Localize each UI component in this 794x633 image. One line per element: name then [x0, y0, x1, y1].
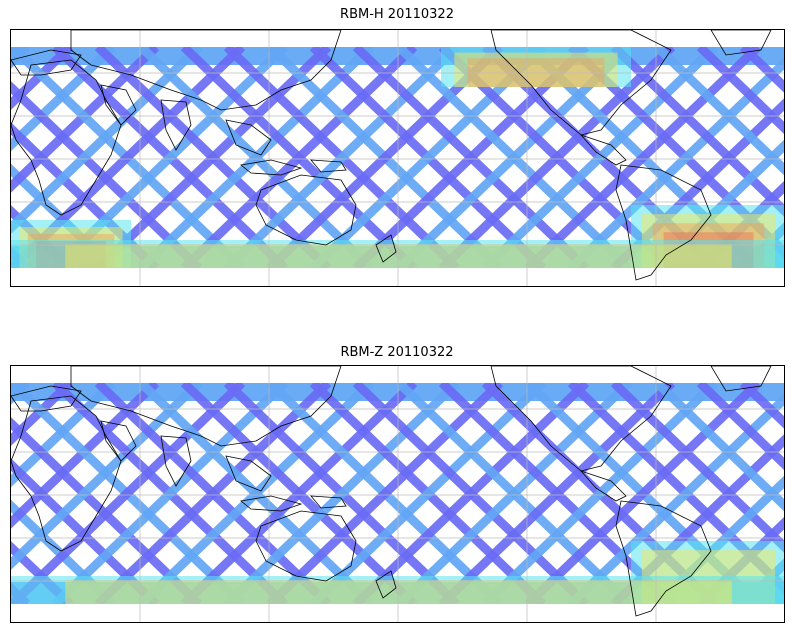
coastline-africa: [11, 59, 122, 216]
coastline-north-america: [490, 30, 672, 136]
coastline-indonesia: [240, 495, 303, 512]
swath-descending: [11, 383, 160, 529]
coastline-central-america: [579, 134, 627, 166]
swath-descending: [94, 383, 332, 604]
panel-title-bottom: RBM-Z 20110322: [340, 345, 454, 360]
coastline-south-america: [615, 500, 712, 617]
coastline-greenland: [710, 366, 772, 392]
swath-descending: [223, 383, 461, 604]
swath-descending: [11, 47, 160, 193]
coastline-africa: [11, 395, 122, 552]
coastline-greenland: [710, 30, 772, 56]
coastline-central-america: [579, 470, 627, 502]
swath-descending: [137, 383, 375, 604]
swath-descending: [11, 47, 117, 152]
coastline-arabia: [100, 84, 137, 126]
map-panel-rbm-z: [10, 365, 785, 623]
swath-descending: [11, 47, 74, 110]
swath-ascending: [11, 582, 31, 604]
swath-ascending: [739, 383, 784, 429]
coastline-indonesia: [240, 159, 303, 176]
coastline-europe: [11, 385, 82, 412]
swath-descending: [481, 47, 719, 268]
coastline-europe: [11, 49, 82, 76]
swath-descending: [395, 383, 633, 604]
swath-ascending: [11, 541, 74, 604]
hot-zone-southern-ocean: [65, 580, 732, 604]
hot-zone-north-pacific: [454, 52, 618, 87]
coastlines: [11, 30, 772, 281]
swath-descending: [11, 383, 246, 604]
coastlines: [11, 366, 772, 617]
coastline-new-zealand: [375, 234, 397, 263]
swath-descending: [94, 47, 332, 268]
graticule: [11, 366, 784, 622]
swath-descending: [223, 47, 461, 268]
swath-descending: [180, 47, 418, 268]
swath-descending: [567, 57, 784, 268]
swath-ascending: [696, 383, 784, 470]
swath-descending: [438, 383, 676, 604]
swath-ascending: [11, 499, 117, 604]
swath-descending: [180, 383, 418, 604]
swath-descending: [11, 47, 203, 234]
hot-zone-north-pacific: [467, 58, 605, 87]
hot-zone-southern-ocean: [65, 244, 732, 268]
swath-descending: [266, 383, 504, 604]
swath-descending: [11, 383, 74, 446]
swath-descending: [11, 383, 31, 405]
coastline-south-america: [615, 164, 712, 281]
swath-descending: [51, 383, 289, 604]
coastline-arabia: [100, 420, 137, 462]
swath-descending: [11, 383, 117, 488]
coastline-australia: [255, 174, 357, 246]
swath-descending: [438, 47, 676, 268]
coastline-new-guinea: [310, 159, 347, 173]
swath-descending: [481, 383, 719, 604]
swath-ascending: [696, 47, 784, 134]
coastline-asia: [70, 30, 342, 111]
map-svg-top: [11, 30, 784, 286]
swath-descending: [11, 383, 203, 570]
coastline-se-asia: [225, 455, 272, 492]
coastline-australia: [255, 510, 357, 582]
coastline-india: [160, 99, 192, 151]
coastline-new-zealand: [375, 570, 397, 599]
swath-descending: [309, 383, 547, 604]
swath-descending: [567, 393, 784, 604]
graticule: [11, 30, 784, 286]
coastline-asia: [70, 366, 342, 447]
coastline-north-america: [490, 366, 672, 472]
coastline-india: [160, 435, 192, 487]
coastline-se-asia: [225, 119, 272, 156]
map-svg-bottom: [11, 366, 784, 622]
coastline-new-guinea: [310, 495, 347, 509]
swath-descending: [524, 383, 762, 604]
swath-descending: [352, 383, 590, 604]
map-panel-rbm-h: [10, 29, 785, 287]
panel-title-top: RBM-H 20110322: [340, 7, 454, 22]
swath-descending: [137, 47, 375, 268]
swath-ascending: [739, 47, 784, 93]
swath-descending: [524, 47, 762, 268]
